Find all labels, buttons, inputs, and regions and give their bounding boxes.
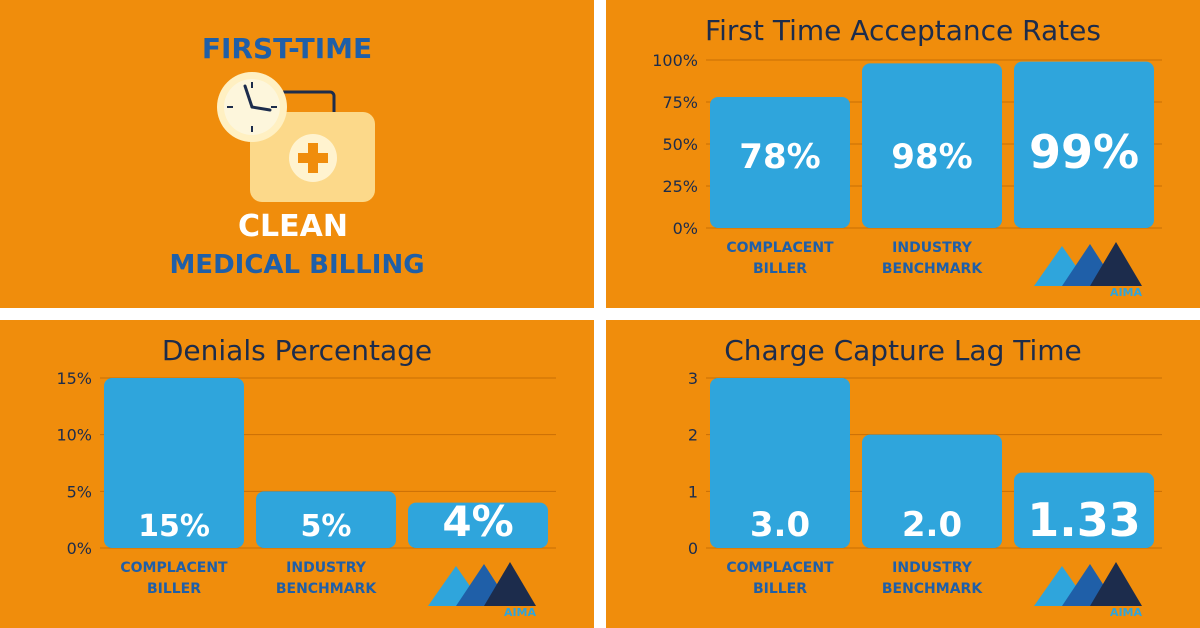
category-label: BENCHMARK	[882, 581, 983, 597]
logo-peak	[428, 566, 474, 606]
bar	[408, 502, 548, 548]
category-label: BILLER	[753, 261, 807, 277]
category-label: BILLER	[753, 581, 807, 597]
logo-text: AIMA	[1110, 606, 1143, 619]
data-label: 15%	[138, 509, 210, 544]
y-tick-label: 3	[688, 369, 698, 388]
charge-capture-lag-panel: Charge Capture Lag Time 0 1 2 3 3.0 COMPLACEN…	[606, 320, 1200, 628]
bar	[862, 434, 1002, 548]
y-tick-label: 15%	[56, 369, 92, 388]
data-label: 3.0	[750, 505, 810, 545]
logo-peak	[1090, 242, 1142, 286]
logo-peak	[484, 562, 536, 606]
y-tick-label: 10%	[56, 426, 92, 445]
bar	[710, 378, 850, 548]
intro-tagline: MEDICAL BILLING	[169, 250, 425, 280]
bar	[104, 378, 244, 548]
y-tick-label: 5%	[67, 482, 92, 501]
clock-and-medical-kit-icon	[217, 72, 375, 202]
category-label: BENCHMARK	[882, 261, 983, 277]
y-tick-label: 2	[688, 426, 698, 445]
category-label: INDUSTRY	[286, 560, 367, 576]
intro-headline: FIRST-TIME	[201, 32, 373, 65]
bar	[1014, 472, 1154, 548]
aima-logo-icon: AIMA	[1034, 562, 1143, 619]
bar	[710, 96, 850, 229]
logo-text: AIMA	[504, 606, 537, 619]
category-label: BENCHMARK	[276, 581, 377, 597]
data-label: 4%	[442, 497, 513, 546]
data-label: 1.33	[1027, 493, 1141, 547]
denials-percentage-chart: 0% 5% 10% 15% 15% COMPLACENT BILLER 5% INDUSTRY B…	[56, 369, 556, 619]
data-label: 2.0	[902, 505, 962, 545]
data-label: 99%	[1029, 125, 1139, 179]
intro-subheadline: CLEAN	[238, 209, 348, 244]
aima-logo-icon: AIMA	[428, 562, 537, 619]
charge-capture-lag-chart: 0 1 2 3 3.0 COMPLACENT BILLER 2.0 INDUSTRY BENCHM…	[688, 369, 1162, 619]
chart-title: Charge Capture Lag Time	[724, 334, 1082, 367]
data-label: 78%	[739, 137, 820, 177]
y-tick-label: 50%	[662, 135, 698, 154]
acceptance-rates-panel: First Time Acceptance Rates 0% 25% 50% 75% 1…	[606, 0, 1200, 308]
logo-peak	[1034, 246, 1080, 286]
bar	[862, 63, 1002, 228]
data-label: 5%	[301, 509, 352, 544]
y-tick-label: 100%	[652, 51, 698, 70]
chart-title: First Time Acceptance Rates	[705, 14, 1101, 47]
category-label: COMPLACENT	[120, 560, 228, 576]
denials-percentage-panel: Denials Percentage 0% 5% 10% 15% 15% COMPLACE…	[0, 320, 594, 628]
category-label: INDUSTRY	[892, 240, 973, 256]
bar	[256, 491, 396, 548]
y-tick-label: 0%	[67, 539, 92, 558]
y-tick-label: 25%	[662, 177, 698, 196]
data-label: 98%	[891, 137, 972, 177]
logo-text: AIMA	[1110, 286, 1143, 299]
category-label: COMPLACENT	[726, 560, 834, 576]
chart-title: Denials Percentage	[161, 334, 433, 367]
aima-logo-icon: AIMA	[1034, 242, 1143, 299]
bar	[1014, 61, 1154, 229]
y-tick-label: 1	[688, 482, 698, 501]
y-tick-label: 0%	[673, 219, 698, 238]
logo-peak	[1034, 566, 1080, 606]
y-tick-label: 75%	[662, 93, 698, 112]
category-label: BILLER	[147, 581, 201, 597]
acceptance-rates-chart: 0% 25% 50% 75% 100% 78% COMPLACENT BILLER 98% IND…	[652, 51, 1162, 299]
y-tick-label: 0	[688, 539, 698, 558]
category-label: COMPLACENT	[726, 240, 834, 256]
intro-panel: FIRST-TIME CLEAN MEDICAL BILLING	[0, 0, 594, 308]
logo-peak	[1090, 562, 1142, 606]
category-label: INDUSTRY	[892, 560, 973, 576]
